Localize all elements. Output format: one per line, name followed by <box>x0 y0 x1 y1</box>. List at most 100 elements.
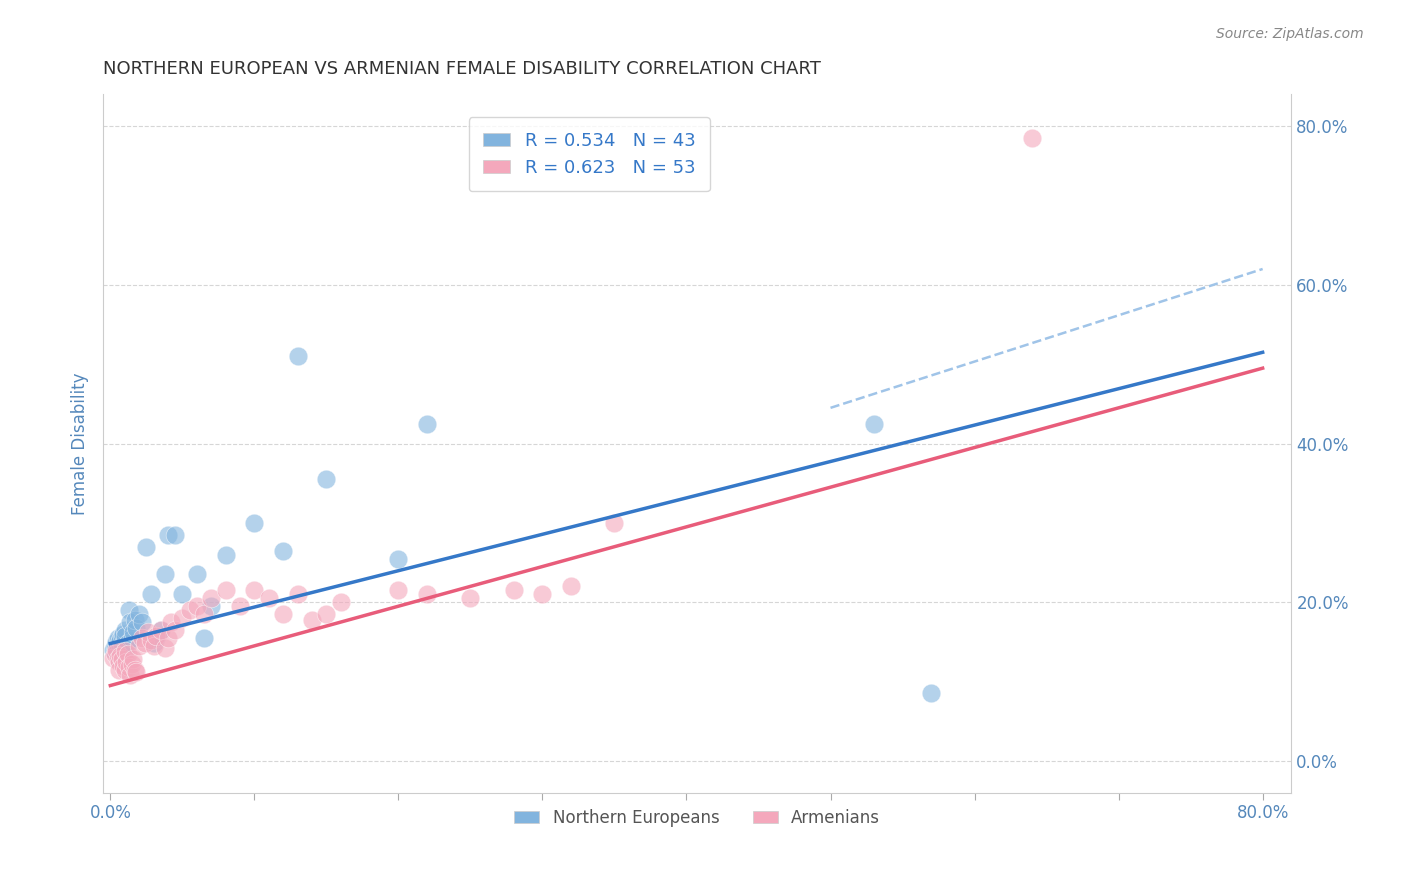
Point <box>114 623 136 637</box>
Point <box>387 551 409 566</box>
Point <box>131 615 153 629</box>
Point <box>145 629 167 643</box>
Point <box>200 599 222 614</box>
Point <box>271 543 294 558</box>
Text: NORTHERN EUROPEAN VS ARMENIAN FEMALE DISABILITY CORRELATION CHART: NORTHERN EUROPEAN VS ARMENIAN FEMALE DIS… <box>103 60 821 78</box>
Point <box>118 660 141 674</box>
Point <box>329 595 352 609</box>
Point <box>243 583 266 598</box>
Point <box>110 633 132 648</box>
Point <box>111 652 134 666</box>
Point <box>301 613 323 627</box>
Point <box>128 607 150 621</box>
Point <box>108 663 131 677</box>
Point <box>153 567 176 582</box>
Y-axis label: Female Disability: Female Disability <box>72 372 89 515</box>
Point <box>125 621 148 635</box>
Point <box>125 665 148 679</box>
Point <box>111 629 134 643</box>
Point <box>124 663 146 677</box>
Point <box>271 607 294 621</box>
Point <box>502 583 524 598</box>
Point <box>153 641 176 656</box>
Point <box>193 631 215 645</box>
Point <box>107 652 129 666</box>
Point <box>287 587 309 601</box>
Point <box>862 417 884 431</box>
Point <box>108 636 131 650</box>
Point <box>120 668 142 682</box>
Point <box>186 567 208 582</box>
Point <box>111 639 134 653</box>
Point <box>416 587 439 601</box>
Point <box>115 641 138 656</box>
Point <box>114 663 136 677</box>
Point <box>243 516 266 530</box>
Point <box>103 650 125 665</box>
Point <box>120 615 142 629</box>
Point <box>165 623 187 637</box>
Point <box>121 631 143 645</box>
Point <box>134 636 156 650</box>
Point <box>104 639 127 653</box>
Point <box>114 629 136 643</box>
Point <box>121 657 143 672</box>
Point <box>531 587 554 601</box>
Point <box>193 607 215 621</box>
Point <box>229 599 252 614</box>
Point <box>257 591 280 606</box>
Point <box>115 655 138 669</box>
Point <box>105 635 128 649</box>
Point <box>103 643 125 657</box>
Point <box>142 636 165 650</box>
Point <box>1021 131 1043 145</box>
Text: Source: ZipAtlas.com: Source: ZipAtlas.com <box>1216 27 1364 41</box>
Point <box>107 631 129 645</box>
Point <box>142 639 165 653</box>
Point <box>136 625 159 640</box>
Point <box>387 583 409 598</box>
Point <box>179 603 201 617</box>
Point <box>156 631 179 645</box>
Point <box>172 611 194 625</box>
Point <box>122 652 145 666</box>
Point <box>186 599 208 614</box>
Point <box>920 686 942 700</box>
Point <box>287 349 309 363</box>
Point <box>156 528 179 542</box>
Point <box>149 623 172 637</box>
Point <box>122 625 145 640</box>
Point <box>560 579 582 593</box>
Point <box>315 607 337 621</box>
Point <box>114 644 136 658</box>
Point <box>117 636 139 650</box>
Point <box>110 649 132 664</box>
Point <box>214 548 236 562</box>
Point <box>214 583 236 598</box>
Point <box>117 647 139 661</box>
Point <box>118 603 141 617</box>
Point <box>460 591 482 606</box>
Point <box>104 647 127 661</box>
Point <box>112 658 135 673</box>
Point <box>105 643 128 657</box>
Point <box>108 655 131 669</box>
Point <box>172 587 194 601</box>
Point <box>145 631 167 645</box>
Point <box>139 587 162 601</box>
Point <box>165 528 187 542</box>
Point <box>603 516 626 530</box>
Point <box>112 627 135 641</box>
Point <box>149 623 172 637</box>
Point <box>107 650 129 665</box>
Point <box>131 631 153 645</box>
Point <box>124 613 146 627</box>
Legend: Northern Europeans, Armenians: Northern Europeans, Armenians <box>508 802 887 833</box>
Point <box>416 417 439 431</box>
Point <box>315 472 337 486</box>
Point <box>139 633 162 648</box>
Point <box>128 639 150 653</box>
Point <box>135 540 157 554</box>
Point <box>159 615 181 629</box>
Point <box>200 591 222 606</box>
